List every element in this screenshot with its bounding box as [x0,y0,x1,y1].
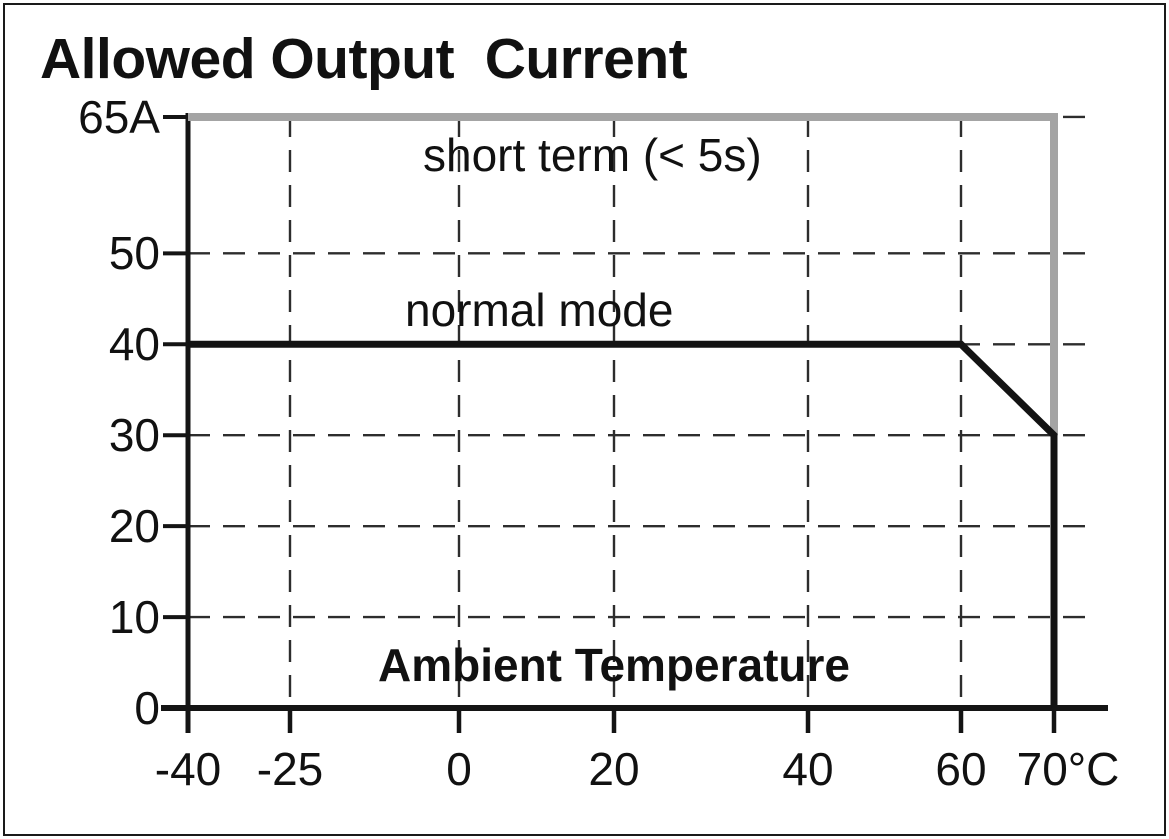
x-tick-label: 0 [446,743,472,795]
y-tick-label: 65A [78,91,160,143]
x-tick-label: -25 [256,743,324,795]
series-line-short-term [188,112,1058,436]
x-tick-label: 70°C [1016,743,1120,795]
series-label-normal-mode: normal mode [405,284,674,336]
x-tick-label: 40 [782,743,834,795]
x-tick-label: -40 [154,743,222,795]
y-tick-label: 10 [108,591,160,643]
y-tick-label: 40 [108,318,160,370]
series-line-normal-mode [188,340,1058,708]
x-tick-label: 20 [588,743,640,795]
x-tick-label: 60 [935,743,987,795]
series-label-short-term: short term (< 5s) [423,129,762,181]
figure-border [3,3,1166,836]
chart-title: Allowed Output Current [40,27,688,91]
x-axis-title: Ambient Temperature [378,639,851,691]
y-tick-label: 50 [108,227,160,279]
y-tick-label: 30 [108,409,160,461]
y-tick-label: 20 [108,500,160,552]
y-tick-label: 0 [134,682,160,734]
